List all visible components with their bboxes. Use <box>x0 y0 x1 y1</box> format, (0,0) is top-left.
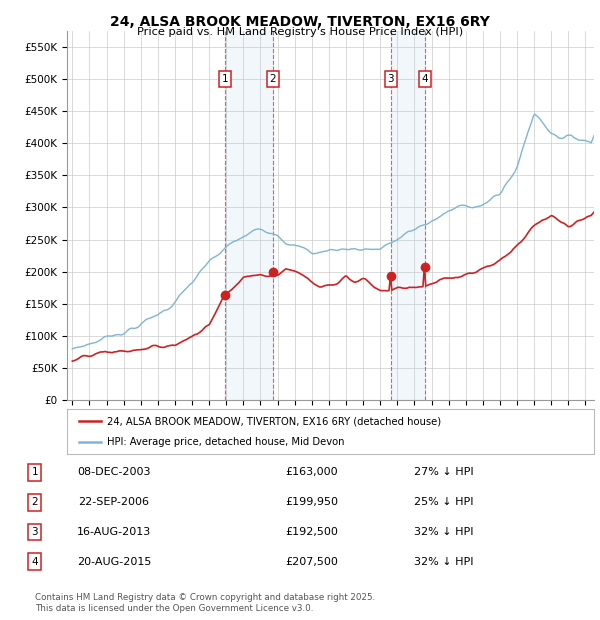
Text: 4: 4 <box>422 74 428 84</box>
Text: 1: 1 <box>221 74 228 84</box>
Text: 2: 2 <box>31 497 38 507</box>
Bar <box>225 31 273 400</box>
Text: 32% ↓ HPI: 32% ↓ HPI <box>414 557 474 567</box>
Text: 4: 4 <box>31 557 38 567</box>
Bar <box>391 31 425 400</box>
Text: £207,500: £207,500 <box>286 557 338 567</box>
Text: 16-AUG-2013: 16-AUG-2013 <box>77 527 151 537</box>
Text: 3: 3 <box>388 74 394 84</box>
Text: 27% ↓ HPI: 27% ↓ HPI <box>414 467 474 477</box>
Text: £199,950: £199,950 <box>286 497 338 507</box>
Text: 3: 3 <box>31 527 38 537</box>
Text: £192,500: £192,500 <box>286 527 338 537</box>
Text: 1: 1 <box>31 467 38 477</box>
Text: 22-SEP-2006: 22-SEP-2006 <box>79 497 149 507</box>
Text: 2: 2 <box>269 74 276 84</box>
Text: Price paid vs. HM Land Registry's House Price Index (HPI): Price paid vs. HM Land Registry's House … <box>137 27 463 37</box>
Text: 25% ↓ HPI: 25% ↓ HPI <box>414 497 474 507</box>
Text: 08-DEC-2003: 08-DEC-2003 <box>77 467 151 477</box>
Text: 32% ↓ HPI: 32% ↓ HPI <box>414 527 474 537</box>
Text: 24, ALSA BROOK MEADOW, TIVERTON, EX16 6RY (detached house): 24, ALSA BROOK MEADOW, TIVERTON, EX16 6R… <box>107 416 441 427</box>
Text: 24, ALSA BROOK MEADOW, TIVERTON, EX16 6RY: 24, ALSA BROOK MEADOW, TIVERTON, EX16 6R… <box>110 16 490 30</box>
Text: HPI: Average price, detached house, Mid Devon: HPI: Average price, detached house, Mid … <box>107 436 344 447</box>
Text: Contains HM Land Registry data © Crown copyright and database right 2025.
This d: Contains HM Land Registry data © Crown c… <box>35 593 375 613</box>
Text: 20-AUG-2015: 20-AUG-2015 <box>77 557 151 567</box>
Text: £163,000: £163,000 <box>286 467 338 477</box>
